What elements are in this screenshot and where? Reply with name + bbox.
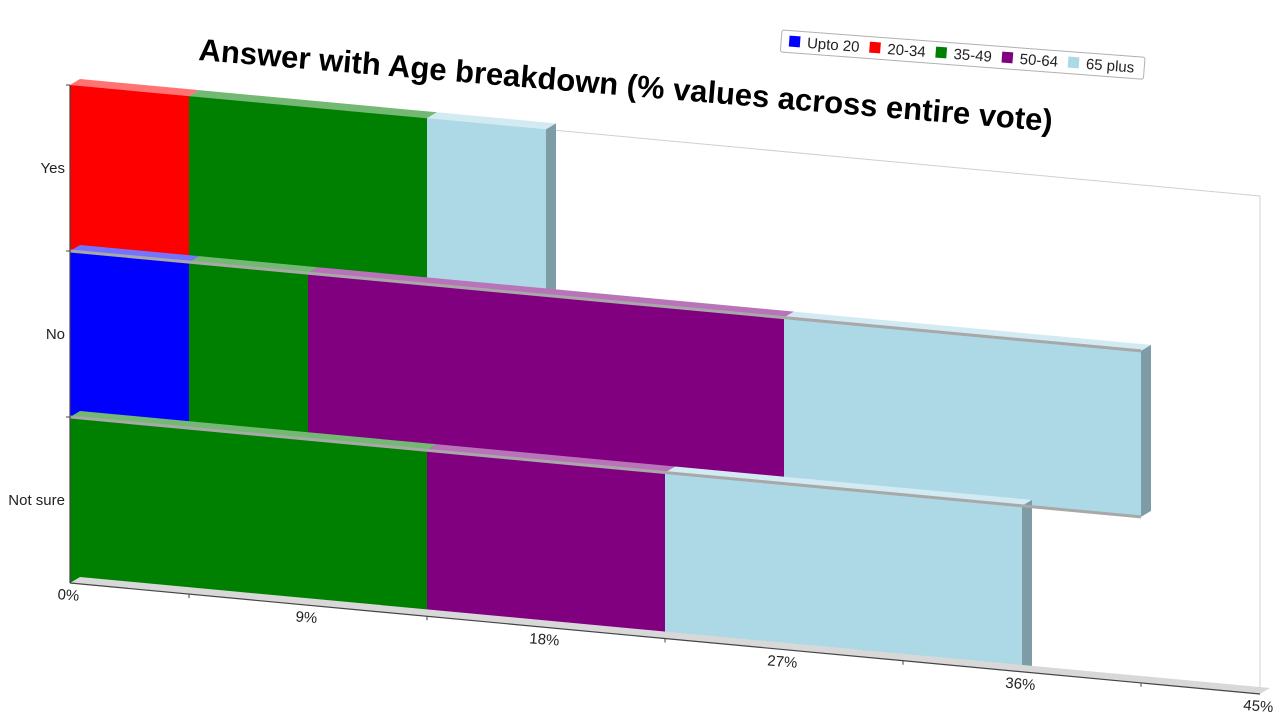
bar-top-50-64 (427, 444, 675, 473)
bar-segment (784, 317, 1141, 517)
legend-item: 50-64 (1001, 51, 1059, 71)
category-label: No (46, 326, 65, 343)
bar-top-upto-20 (70, 245, 199, 263)
legend-swatch (869, 41, 881, 54)
legend-label: 35-49 (953, 46, 993, 66)
bar-end-cap (546, 123, 556, 296)
bar-end-cap (1141, 344, 1151, 517)
x-tick-label: 0% (57, 586, 80, 605)
legend-swatch (1067, 56, 1080, 69)
legend-item: 35-49 (935, 46, 993, 66)
bar-end-cap (1022, 499, 1032, 672)
bar-segment (70, 251, 189, 429)
bar-top-35-49 (189, 90, 437, 119)
bar-segment (70, 85, 189, 263)
x-tick-label: 9% (295, 608, 318, 627)
bar-segment (70, 417, 427, 617)
legend-swatch (935, 46, 948, 59)
plot-area: Yes No Not sure 0% 9% 18% 27% 36% 45% (8, 79, 1274, 716)
row-separator (69, 415, 1142, 519)
category-label: Yes (41, 160, 65, 177)
legend-label: Upto 20 (806, 35, 860, 56)
x-tick-label: 27% (767, 652, 798, 671)
legend-label: 20-34 (887, 41, 927, 61)
bar-segment (308, 273, 784, 484)
bar-top-65-plus (665, 466, 1032, 506)
x-tick-label: 18% (529, 630, 560, 649)
legend-label: 65 plus (1085, 56, 1135, 77)
legend-item: 65 plus (1067, 56, 1135, 77)
bar-top-20-34 (70, 79, 199, 97)
legend-item: Upto 20 (788, 35, 860, 56)
category-label: Not sure (8, 492, 65, 509)
bar-top-50-64 (308, 267, 794, 318)
floor-strip (70, 577, 1270, 695)
bar-segment (427, 450, 665, 639)
bar-segment (189, 262, 308, 440)
x-tick-label: 45% (1243, 697, 1274, 716)
legend-label: 50-64 (1019, 51, 1059, 71)
bar-top-65-plus (784, 311, 1151, 351)
bar-segment (665, 472, 1022, 672)
legend-swatch (788, 35, 801, 48)
legend-swatch (1001, 51, 1014, 64)
row-separator (69, 249, 1142, 353)
legend-item: 20-34 (869, 41, 927, 61)
bar-top-35-49 (70, 411, 437, 451)
legend: Upto 20 20-34 35-49 50-64 65 plus (779, 29, 1146, 80)
bar-segment (427, 118, 546, 296)
legend-box: Upto 20 20-34 35-49 50-64 65 plus (779, 29, 1146, 80)
bar-top-65-plus (427, 112, 556, 130)
bar-segment (189, 96, 427, 285)
bar-top-35-49 (189, 256, 318, 274)
x-tick-label: 36% (1005, 675, 1036, 694)
